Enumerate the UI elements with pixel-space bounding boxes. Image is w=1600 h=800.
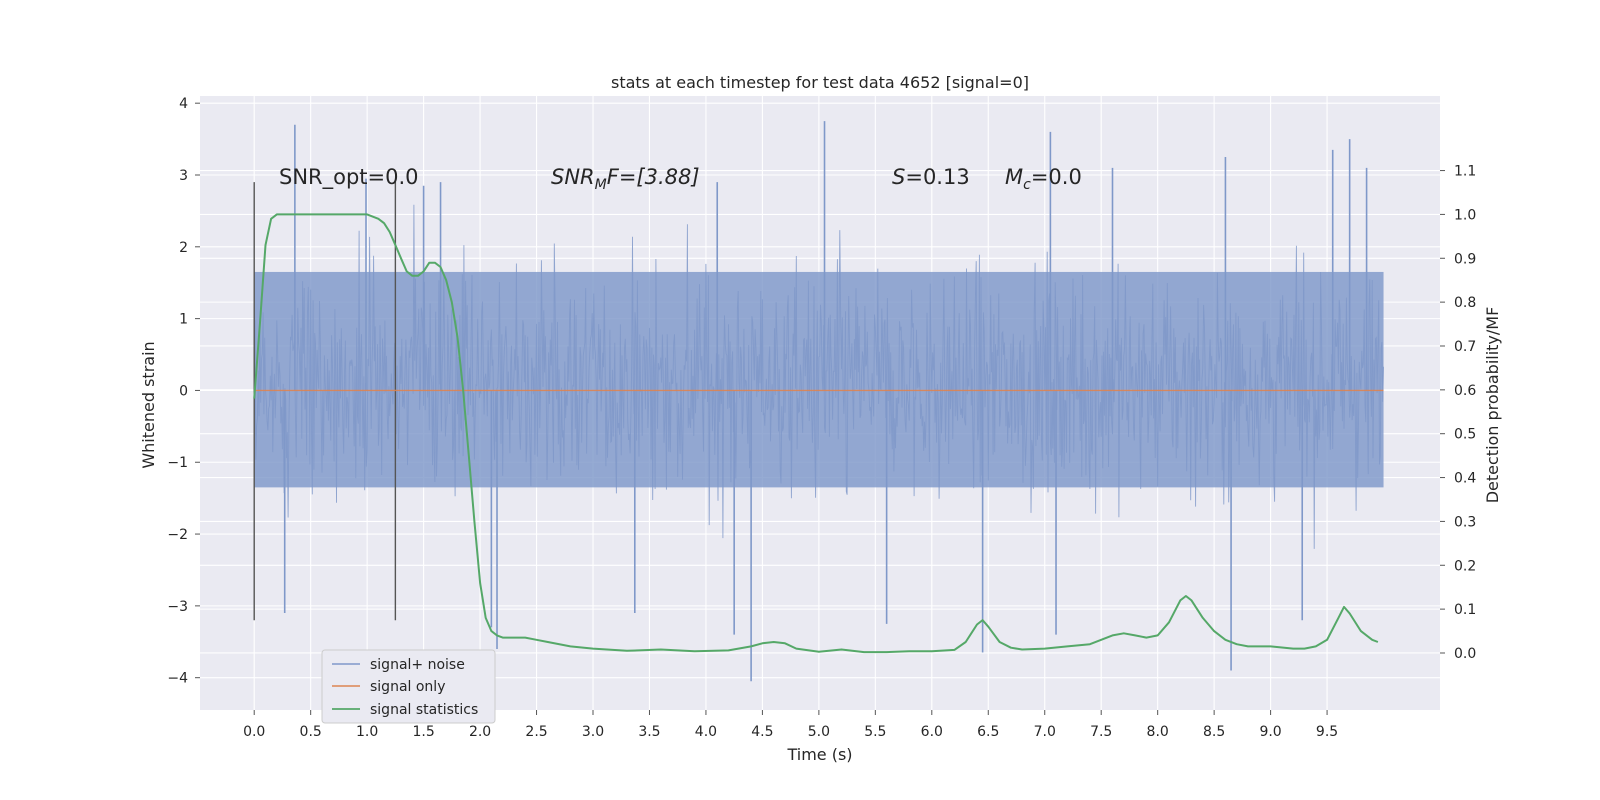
y-tick-label: 4 [179,96,188,112]
legend-label-noise: signal+ noise [370,657,465,673]
annotation-mc: Mc=0.0 [1005,165,1082,193]
y2-tick-label: 0.7 [1454,339,1476,355]
x-tick-label: 0.0 [243,724,265,740]
y-tick-label: 0 [179,383,188,399]
y-tick-label: 2 [179,240,188,256]
x-tick-label: 9.0 [1259,724,1281,740]
x-tick-label: 4.0 [695,724,717,740]
noise-series [253,121,1384,682]
x-tick-label: 4.5 [751,724,773,740]
vertical-markers [253,182,397,621]
x-tick-label: 2.0 [469,724,491,740]
y-tick-label: −3 [167,599,188,615]
annotation-snr-mf-rest: F=[3.88] [607,165,700,189]
annotation-s-label: S [892,165,905,189]
x-tick-label: 0.5 [300,724,322,740]
x-tick-label: 5.0 [808,724,830,740]
x-tick-label: 7.0 [1034,724,1056,740]
y-tick-label: −4 [167,671,188,687]
chart-title: stats at each timestep for test data 465… [611,73,1029,92]
y-tick-label: −2 [167,527,188,543]
y2-tick-label: 0.1 [1454,602,1476,618]
x-tick-label: 8.0 [1147,724,1169,740]
x-tick-label: 3.5 [638,724,660,740]
statistics-series [253,213,1379,654]
x-tick-label: 1.5 [412,724,434,740]
statistics-line [253,213,1379,654]
x-tick-label: 3.0 [582,724,604,740]
annotation-mc-value: =0.0 [1031,165,1082,189]
axis-ticks: 0.0 0.5 1.0 1.5 2.0 2.5 3.0 3.5 4.0 4.5 5.0 5.5 6.0 6… [167,96,1476,740]
y-axis-label: Whitened strain [139,341,158,468]
x-tick-label: 9.5 [1316,724,1338,740]
annotation-s-value: =0.13 [905,165,969,189]
y-tick-label: 1 [179,312,188,328]
x-tick-label: 8.5 [1203,724,1225,740]
legend: signal+ noise signal only signal statist… [321,649,496,724]
x-tick-label: 1.0 [356,724,378,740]
noise-trace [253,204,1384,549]
y2-tick-label: 0.3 [1454,514,1476,530]
x-axis-label: Time (s) [786,745,852,764]
annotation-snr-mf: SNRMF=[3.88] [551,165,700,193]
y-tick-label: −1 [167,455,188,471]
x-tick-label: 2.5 [525,724,547,740]
annotation-mc-sub: c [1023,177,1031,193]
y-tick-label: 3 [179,168,188,184]
annotation-snr-mf-sub: M [595,177,607,193]
legend-label-statistics: signal statistics [370,702,478,718]
x-tick-label: 7.5 [1090,724,1112,740]
y2-tick-label: 0.0 [1454,646,1476,662]
annotation-snr-opt: SNR_opt=0.0 [279,165,419,190]
x-tick-label: 6.5 [977,724,999,740]
y2-tick-label: 0.2 [1454,558,1476,574]
y2-tick-label: 0.6 [1454,383,1476,399]
x-tick-label: 5.5 [864,724,886,740]
y2-tick-label: 1.1 [1454,164,1476,180]
annotation-mc-main: M [1005,165,1023,189]
y2-tick-label: 0.9 [1454,251,1476,267]
y2-tick-label: 1.0 [1454,207,1476,223]
annotation-s: S=0.13 [892,165,970,189]
y2-tick-label: 0.8 [1454,295,1476,311]
annotation-snr-mf-main: SNR [551,165,595,189]
y2-tick-label: 0.5 [1454,427,1476,443]
x-tick-label: 6.0 [921,724,943,740]
legend-label-signal-only: signal only [370,679,445,695]
y2-axis-label: Detection probability/MF [1483,307,1502,504]
legend-box [321,649,496,724]
y2-tick-label: 0.4 [1454,471,1476,487]
